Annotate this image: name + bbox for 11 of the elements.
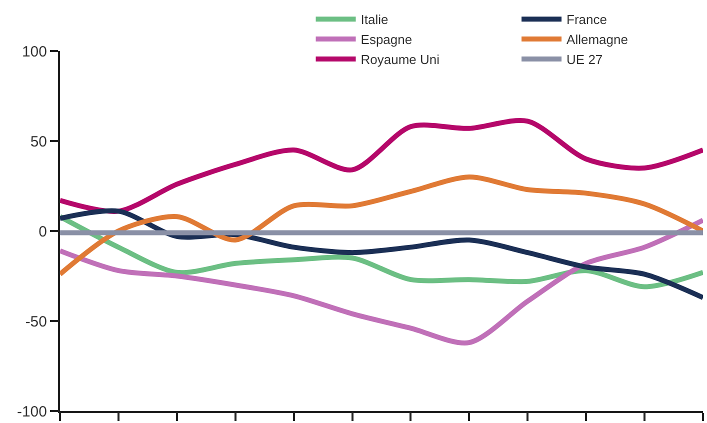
legend-label: Royaume Uni <box>360 52 440 68</box>
y-tick-label: 100 <box>22 43 47 60</box>
y-tick-label: 50 <box>30 133 47 150</box>
legend-label: Italie <box>360 12 388 28</box>
legend-label: Allemagne <box>566 32 628 48</box>
legend-label: Espagne <box>360 32 412 48</box>
y-tick-label: 0 <box>38 223 47 240</box>
y-tick-label: -50 <box>25 313 47 330</box>
legend-label: France <box>566 12 607 28</box>
legend-label: UE 27 <box>566 52 603 68</box>
y-tick-label: -100 <box>16 403 47 420</box>
